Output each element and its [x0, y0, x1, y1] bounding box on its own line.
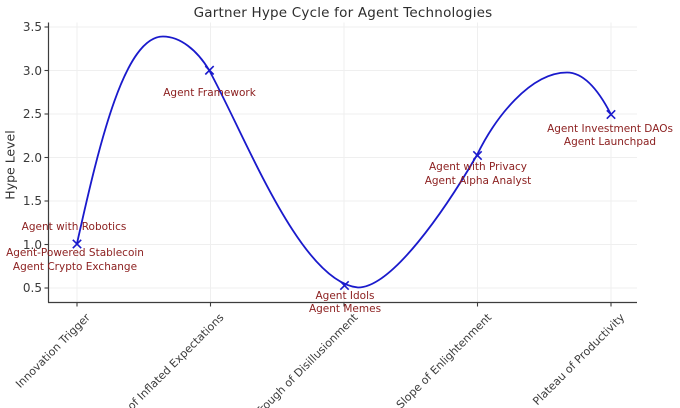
y-tick-label: 2.5	[22, 107, 42, 121]
data-point-x-marker	[339, 280, 350, 291]
chart-title: Gartner Hype Cycle for Agent Technologie…	[193, 5, 493, 21]
annotation-label: Agent-Powered Stablecoin	[6, 247, 144, 259]
hype-curve-line	[76, 35, 612, 289]
marker-stroke	[606, 109, 616, 120]
marker-stroke	[204, 65, 215, 76]
y-tick-label: 2.0	[22, 150, 42, 165]
y-tick-label: 1.0	[22, 237, 42, 252]
data-point-x-marker	[606, 109, 616, 120]
data-markers	[72, 65, 616, 291]
data-point-x-marker	[204, 65, 215, 76]
marker-stroke	[339, 280, 350, 291]
annotation-label: Agent Idols	[315, 289, 375, 302]
annotation-label: Agent Framework	[163, 87, 256, 99]
marker-stroke	[472, 150, 483, 161]
marker-stroke	[72, 239, 82, 249]
y-tick-label: 0.5	[22, 281, 42, 295]
annotation-label: Agent Launchpad	[563, 136, 657, 148]
y-tick-label: 1.5	[22, 194, 42, 208]
annotation-label: Agent Memes	[308, 302, 382, 315]
annotation-label: Agent with Robotics	[21, 221, 127, 233]
annotation-label: Agent with Privacy	[428, 161, 528, 173]
data-point-x-marker	[472, 150, 483, 161]
grid-layer	[49, 22, 637, 303]
annotation-label: Agent Crypto Exchange	[12, 260, 138, 273]
annotation-label: Agent Alpha Analyst	[424, 175, 532, 187]
y-tick-label: 3.5	[22, 20, 42, 34]
data-point-x-marker	[72, 239, 82, 249]
y-tick-label: 3.0	[22, 63, 42, 78]
annotation-label: Agent Investment DAOs	[547, 122, 673, 135]
tick-marks	[44, 26, 612, 307]
axis-spines	[47, 22, 637, 304]
